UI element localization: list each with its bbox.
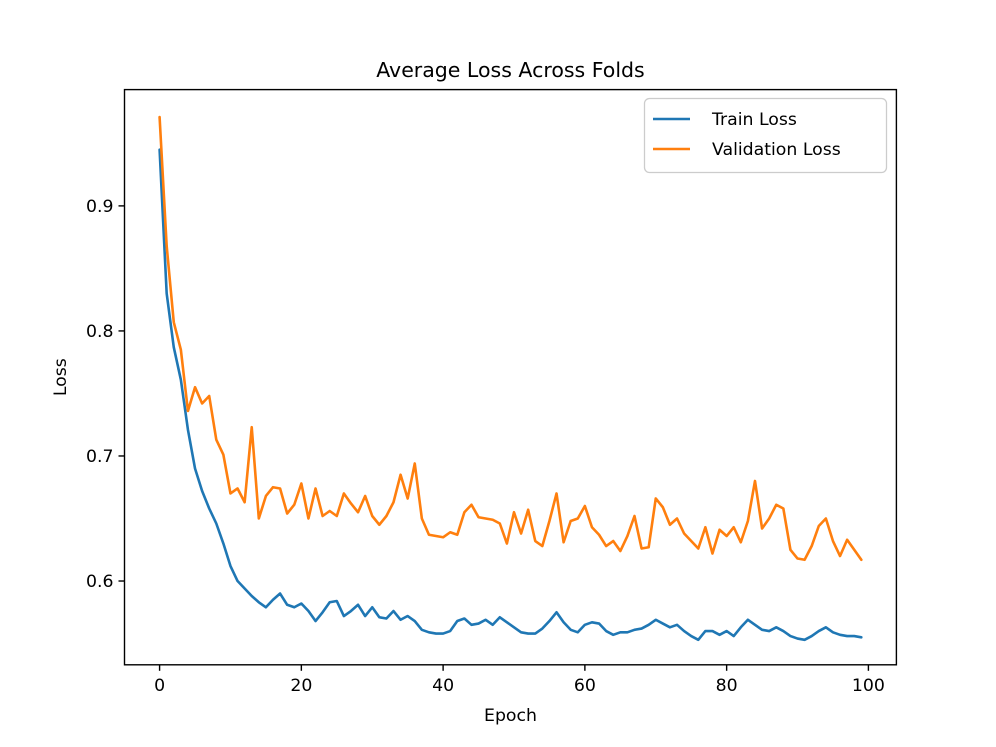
x-axis-label: Epoch [484,706,537,726]
x-tick-label: 20 [290,676,312,696]
y-axis-label: Loss [51,358,71,396]
y-tick-label: 0.9 [86,197,113,217]
legend-validation-label: Validation Loss [712,140,841,160]
x-tick-label: 60 [574,676,596,696]
y-tick-label: 0.7 [86,447,113,467]
series-line-validation [158,115,863,562]
legend-train-label: Train Loss [711,110,797,130]
y-tick-label: 0.6 [86,572,113,592]
series-line-train [158,148,863,642]
x-tick-label: 80 [716,676,738,696]
legend-frame [643,97,888,174]
legend: Train Loss Validation Loss [711,110,841,160]
axes-spines [123,88,898,666]
chart-title: Average Loss Across Folds [376,58,645,82]
x-tick-label: 100 [852,676,885,696]
plot-area: 0 20 40 60 80 100 0.6 0.7 0.8 0.9 [86,88,898,696]
x-tick-label: 0 [154,676,165,696]
y-tick-label: 0.8 [86,322,113,342]
x-tick-label: 40 [432,676,454,696]
